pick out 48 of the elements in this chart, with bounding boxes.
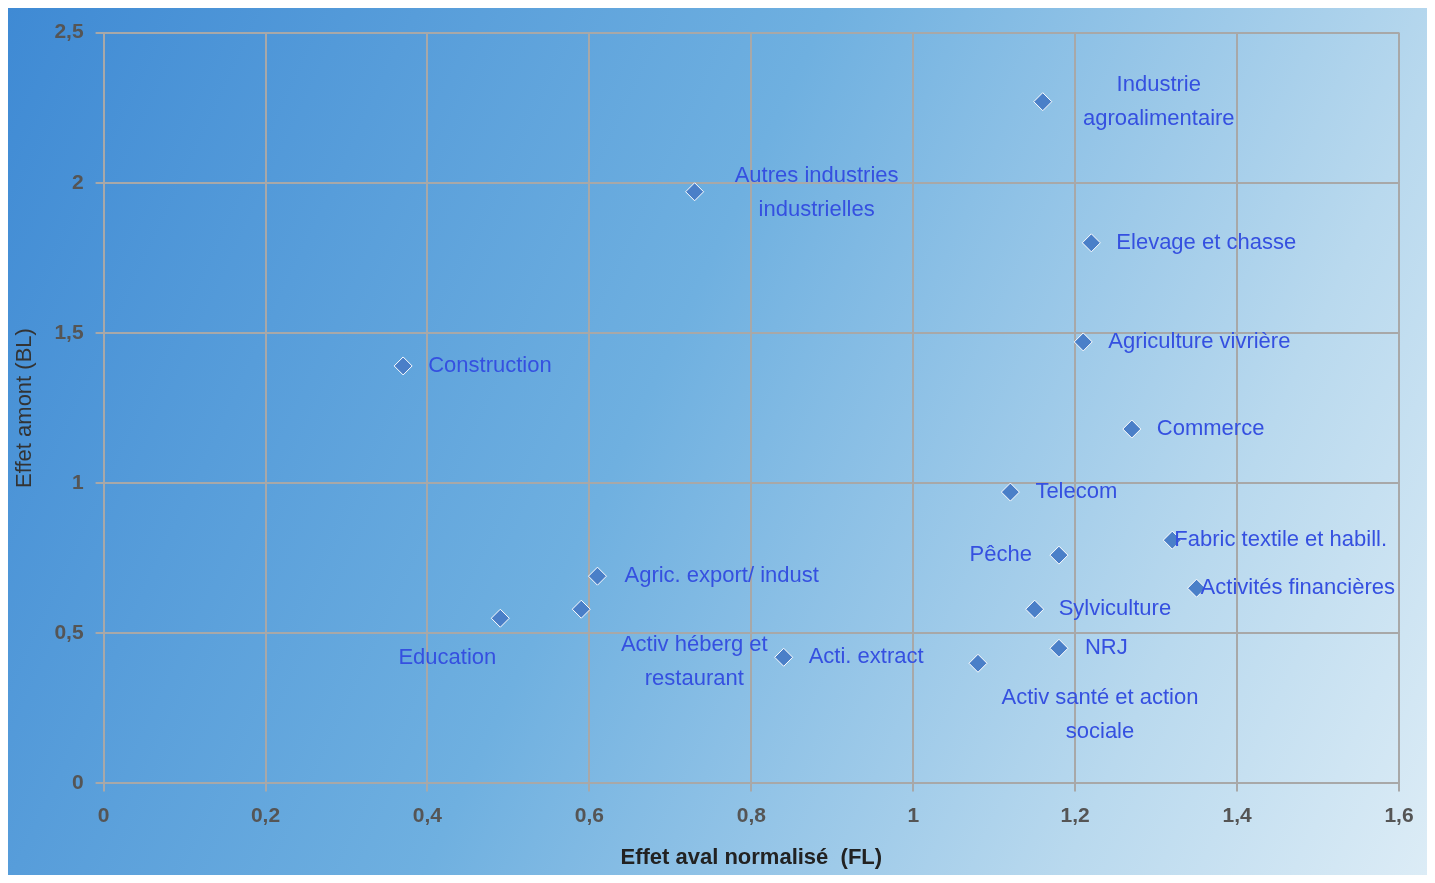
annotation: Telecom <box>1035 478 1118 504</box>
point <box>1025 599 1045 619</box>
annotation: Agric. export/ indust <box>624 562 819 588</box>
x-tick-label: 1,6 <box>1384 802 1414 826</box>
y-tick-label: 2,5 <box>54 19 84 43</box>
annotation: Fabric textile et habill. <box>1174 526 1388 552</box>
point <box>1033 92 1053 112</box>
annotation: Pêche <box>969 541 1032 567</box>
point <box>587 566 607 586</box>
point <box>968 653 988 673</box>
y-tick-label: 1 <box>71 469 84 493</box>
y-tick-label: 2 <box>71 169 84 193</box>
annotation: Elevage et chasse <box>1116 228 1297 254</box>
point <box>1049 638 1069 658</box>
x-tick-label: 0 <box>97 802 110 826</box>
point <box>393 356 413 376</box>
annotation: Activ héberg et restaurant <box>620 631 768 691</box>
x-tick-label: 1 <box>907 802 920 826</box>
x-tick-label: 0,4 <box>412 802 443 826</box>
annotation: Industrie agroalimentaire <box>1082 70 1235 130</box>
point <box>774 647 794 667</box>
annotation: Acti. extract <box>808 643 924 669</box>
x-tick-label: 0,6 <box>574 802 604 826</box>
y-tick-label: 0 <box>71 770 84 794</box>
point <box>1000 482 1020 502</box>
annotation: Activités financières <box>1200 574 1396 600</box>
y-axis-title: Effet amont (BL) <box>11 328 37 488</box>
annotation: Commerce <box>1156 415 1265 441</box>
annotation: Construction <box>428 352 552 378</box>
x-tick-label: 0,2 <box>250 802 281 826</box>
annotation: Sylviculture <box>1058 595 1172 621</box>
y-tick-label: 0,5 <box>54 620 84 644</box>
y-tick-label: 1,5 <box>54 319 84 343</box>
point <box>571 599 591 619</box>
x-axis-title: Effet aval normalisé (FL) <box>620 843 883 869</box>
point <box>1049 545 1069 565</box>
annotation: Autres industries industrielles <box>734 161 899 221</box>
point <box>685 182 705 202</box>
x-tick-label: 1,2 <box>1060 802 1090 826</box>
x-tick-label: 1,4 <box>1222 802 1252 826</box>
annotation: Activ santé et action sociale <box>1001 684 1199 744</box>
annotation: Agriculture vivrière <box>1108 327 1291 353</box>
x-tick-label: 0,8 <box>736 802 767 826</box>
point <box>1073 332 1093 352</box>
point <box>490 608 510 628</box>
point <box>1122 419 1142 439</box>
annotation: NRJ <box>1084 634 1128 660</box>
point <box>1081 233 1101 253</box>
